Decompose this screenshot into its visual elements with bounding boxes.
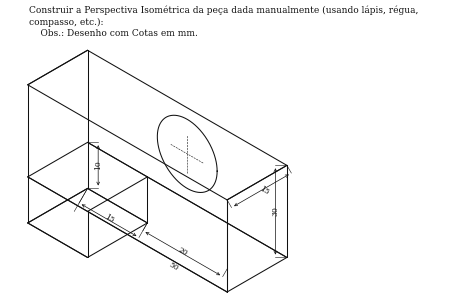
Text: 20: 20 [177, 246, 189, 258]
Text: 30: 30 [272, 207, 279, 216]
Text: 15: 15 [103, 212, 115, 224]
Text: 50: 50 [168, 261, 180, 273]
Text: Construir a Perspectiva Isométrica da peça dada manualmente (usando lápis, régua: Construir a Perspectiva Isométrica da pe… [29, 5, 419, 38]
Text: 15: 15 [258, 184, 270, 196]
Text: 10: 10 [94, 161, 102, 170]
